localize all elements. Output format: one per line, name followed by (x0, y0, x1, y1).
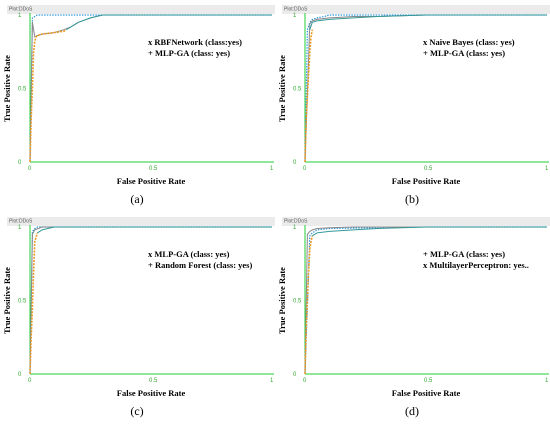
plot-title: Plot:DDoS (9, 7, 33, 13)
panel-caption-d: (d) (405, 404, 419, 418)
roc-chart-d: Plot:DDoS 0 0.5 1 0 0.5 1 + MLP-GA (class: yes)… (277, 217, 550, 418)
legend-entry: + MLP-GA (class: yes) (423, 249, 505, 259)
y-axis-label: True Positive Rate (277, 55, 287, 122)
chart-panel-b: Plot:DDoS 0 0.5 1 0 0.5 1 x Naive Bayes (class:… (275, 0, 550, 212)
plot-header-band (7, 217, 275, 226)
panel-caption-b: (b) (405, 192, 419, 206)
x-tick-label: 0.5 (149, 378, 158, 384)
x-tick-label: 1 (545, 378, 549, 384)
x-tick-label: 0 (303, 166, 307, 172)
series-line-gray (304, 226, 547, 375)
x-tick-label: 1 (545, 166, 549, 172)
y-tick-label: 0.5 (293, 299, 302, 305)
legend-entry: x Naive Bayes (class: yes) (423, 37, 515, 47)
y-tick-label: 0 (293, 372, 297, 378)
x-tick-label: 0.5 (424, 166, 433, 172)
chart-panel-d: Plot:DDoS 0 0.5 1 0 0.5 1 + MLP-GA (class: yes)… (275, 212, 550, 424)
chart-panel-a: Plot:DDoS 0 0.5 1 0 0.5 1 x RBFNetwork (class:y… (0, 0, 275, 212)
y-tick-label: 0 (18, 160, 22, 166)
series-line-teal (312, 226, 547, 237)
x-axis-label: False Positive Rate (117, 176, 186, 186)
y-tick-label: 1 (293, 13, 297, 19)
legend-entry: + Random Forest (class: yes) (148, 260, 252, 270)
series-line-dotted (304, 14, 547, 163)
y-tick-label: 0 (293, 160, 297, 166)
x-axis-label: False Positive Rate (392, 176, 461, 186)
y-axis-label: True Positive Rate (2, 55, 12, 122)
y-tick-label: 0 (18, 372, 22, 378)
series-line-teal (66, 14, 272, 31)
x-tick-label: 1 (270, 378, 274, 384)
legend-entry: x RBFNetwork (class:yes) (148, 37, 242, 47)
x-axis-label: False Positive Rate (392, 388, 461, 398)
panel-caption-a: (a) (130, 192, 143, 206)
plot-header-band (282, 5, 550, 14)
chart-panel-c: Plot:DDoS 0 0.5 1 0 0.5 1 x MLP-GA (class: yes)… (0, 212, 275, 424)
plot-header-band (282, 217, 550, 226)
x-tick-label: 0 (28, 378, 32, 384)
roc-chart-a: Plot:DDoS 0 0.5 1 0 0.5 1 x RBFNetwork (class:y… (2, 5, 275, 206)
y-tick-label: 1 (18, 225, 22, 231)
x-tick-label: 0 (303, 378, 307, 384)
legend-entry: x MLP-GA (class: yes) (148, 249, 230, 259)
panel-caption-c: (c) (130, 404, 143, 418)
x-tick-label: 0.5 (424, 378, 433, 384)
series-line-teal (37, 226, 272, 234)
y-tick-label: 0.5 (293, 87, 302, 93)
y-tick-label: 1 (293, 225, 297, 231)
series-line-teal (309, 14, 547, 30)
y-tick-label: 1 (18, 13, 22, 19)
x-axis-label: False Positive Rate (117, 388, 186, 398)
legend-entry: x MultilayerPerceptron: yes.. (423, 260, 529, 270)
plot-title: Plot:DDoS (284, 219, 308, 225)
x-tick-label: 0 (28, 166, 32, 172)
x-tick-label: 1 (270, 166, 274, 172)
plot-title: Plot:DDoS (284, 7, 308, 13)
legend-entry: + MLP-GA (class: yes) (148, 48, 230, 58)
plot-title: Plot:DDoS (9, 219, 33, 225)
y-tick-label: 0.5 (18, 87, 27, 93)
roc-chart-c: Plot:DDoS 0 0.5 1 0 0.5 1 x MLP-GA (class: yes)… (2, 217, 275, 418)
y-tick-label: 0.5 (18, 299, 27, 305)
series-line-orange (304, 235, 314, 375)
series-line-orange (304, 29, 314, 163)
roc-chart-b: Plot:DDoS 0 0.5 1 0 0.5 1 x Naive Bayes (class:… (277, 5, 550, 206)
series-line-orange (29, 232, 39, 375)
plot-header-band (7, 5, 275, 14)
x-tick-label: 0.5 (149, 166, 158, 172)
legend-entry: + MLP-GA (class: yes) (423, 48, 505, 58)
y-axis-label: True Positive Rate (2, 267, 12, 334)
series-line-orange (29, 29, 67, 163)
y-axis-label: True Positive Rate (277, 267, 287, 334)
